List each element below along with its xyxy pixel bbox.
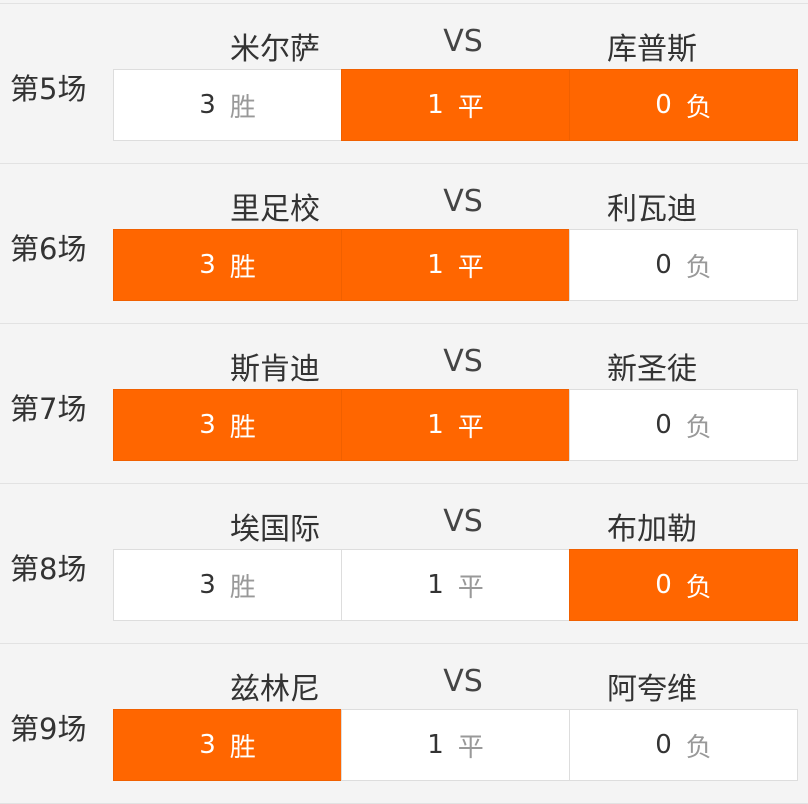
home-team: 里足校 bbox=[230, 192, 320, 227]
option-result: 平 bbox=[457, 412, 484, 443]
match-row: 第7场 斯肯迪 VS 新圣徒 3 胜 1 平 0 负 bbox=[0, 324, 808, 484]
option-win-button[interactable]: 3 胜 bbox=[113, 709, 342, 781]
option-result: 负 bbox=[685, 252, 712, 283]
option-win-button[interactable]: 3 胜 bbox=[113, 229, 342, 301]
option-result: 胜 bbox=[229, 412, 256, 443]
vs-label: VS bbox=[443, 24, 483, 59]
home-team: 米尔萨 bbox=[230, 32, 320, 67]
away-team: 新圣徒 bbox=[607, 352, 697, 387]
match-number: 第5场 bbox=[10, 72, 87, 106]
option-result: 平 bbox=[457, 92, 484, 123]
bet-options: 3 胜 1 平 0 负 bbox=[113, 389, 798, 461]
bet-options: 3 胜 1 平 0 负 bbox=[113, 229, 798, 301]
away-team: 阿夸维 bbox=[607, 672, 697, 707]
option-draw-button[interactable]: 1 平 bbox=[341, 69, 570, 141]
option-result: 负 bbox=[685, 732, 712, 763]
option-code: 3 bbox=[199, 90, 216, 120]
option-win-button[interactable]: 3 胜 bbox=[113, 549, 342, 621]
option-code: 0 bbox=[655, 730, 672, 760]
option-draw-button[interactable]: 1 平 bbox=[341, 229, 570, 301]
option-code: 3 bbox=[199, 570, 216, 600]
match-list: 第5场 米尔萨 VS 库普斯 3 胜 1 平 0 负第6场 里足校 VS 利瓦迪… bbox=[0, 3, 808, 804]
option-code: 0 bbox=[655, 250, 672, 280]
option-result: 胜 bbox=[229, 732, 256, 763]
bet-options: 3 胜 1 平 0 负 bbox=[113, 69, 798, 141]
option-code: 1 bbox=[427, 730, 444, 760]
away-team: 库普斯 bbox=[607, 32, 697, 67]
home-team: 埃国际 bbox=[230, 512, 320, 547]
option-loss-button[interactable]: 0 负 bbox=[569, 549, 798, 621]
option-loss-button[interactable]: 0 负 bbox=[569, 69, 798, 141]
match-number: 第8场 bbox=[10, 552, 87, 586]
option-code: 1 bbox=[427, 250, 444, 280]
option-code: 3 bbox=[199, 250, 216, 280]
option-result: 负 bbox=[685, 572, 712, 603]
match-row: 第5场 米尔萨 VS 库普斯 3 胜 1 平 0 负 bbox=[0, 4, 808, 164]
option-code: 1 bbox=[427, 90, 444, 120]
option-win-button[interactable]: 3 胜 bbox=[113, 69, 342, 141]
away-team: 布加勒 bbox=[607, 512, 697, 547]
option-code: 0 bbox=[655, 410, 672, 440]
option-loss-button[interactable]: 0 负 bbox=[569, 229, 798, 301]
match-row: 第9场 兹林尼 VS 阿夸维 3 胜 1 平 0 负 bbox=[0, 644, 808, 804]
bet-options: 3 胜 1 平 0 负 bbox=[113, 549, 798, 621]
bet-options: 3 胜 1 平 0 负 bbox=[113, 709, 798, 781]
option-result: 负 bbox=[685, 92, 712, 123]
option-result: 平 bbox=[457, 252, 484, 283]
option-result: 平 bbox=[457, 572, 484, 603]
vs-label: VS bbox=[443, 504, 483, 539]
option-loss-button[interactable]: 0 负 bbox=[569, 709, 798, 781]
option-win-button[interactable]: 3 胜 bbox=[113, 389, 342, 461]
option-result: 胜 bbox=[229, 92, 256, 123]
match-row: 第6场 里足校 VS 利瓦迪 3 胜 1 平 0 负 bbox=[0, 164, 808, 324]
option-draw-button[interactable]: 1 平 bbox=[341, 549, 570, 621]
option-code: 3 bbox=[199, 410, 216, 440]
option-code: 3 bbox=[199, 730, 216, 760]
option-result: 平 bbox=[457, 732, 484, 763]
vs-label: VS bbox=[443, 184, 483, 219]
option-result: 胜 bbox=[229, 252, 256, 283]
home-team: 兹林尼 bbox=[230, 672, 320, 707]
vs-label: VS bbox=[443, 344, 483, 379]
match-number: 第9场 bbox=[10, 712, 87, 746]
option-result: 负 bbox=[685, 412, 712, 443]
option-code: 1 bbox=[427, 410, 444, 440]
option-loss-button[interactable]: 0 负 bbox=[569, 389, 798, 461]
option-code: 1 bbox=[427, 570, 444, 600]
match-row: 第8场 埃国际 VS 布加勒 3 胜 1 平 0 负 bbox=[0, 484, 808, 644]
option-code: 0 bbox=[655, 570, 672, 600]
match-number: 第6场 bbox=[10, 232, 87, 266]
option-code: 0 bbox=[655, 90, 672, 120]
away-team: 利瓦迪 bbox=[607, 192, 697, 227]
vs-label: VS bbox=[443, 664, 483, 699]
home-team: 斯肯迪 bbox=[230, 352, 320, 387]
option-draw-button[interactable]: 1 平 bbox=[341, 709, 570, 781]
match-number: 第7场 bbox=[10, 392, 87, 426]
option-draw-button[interactable]: 1 平 bbox=[341, 389, 570, 461]
option-result: 胜 bbox=[229, 572, 256, 603]
